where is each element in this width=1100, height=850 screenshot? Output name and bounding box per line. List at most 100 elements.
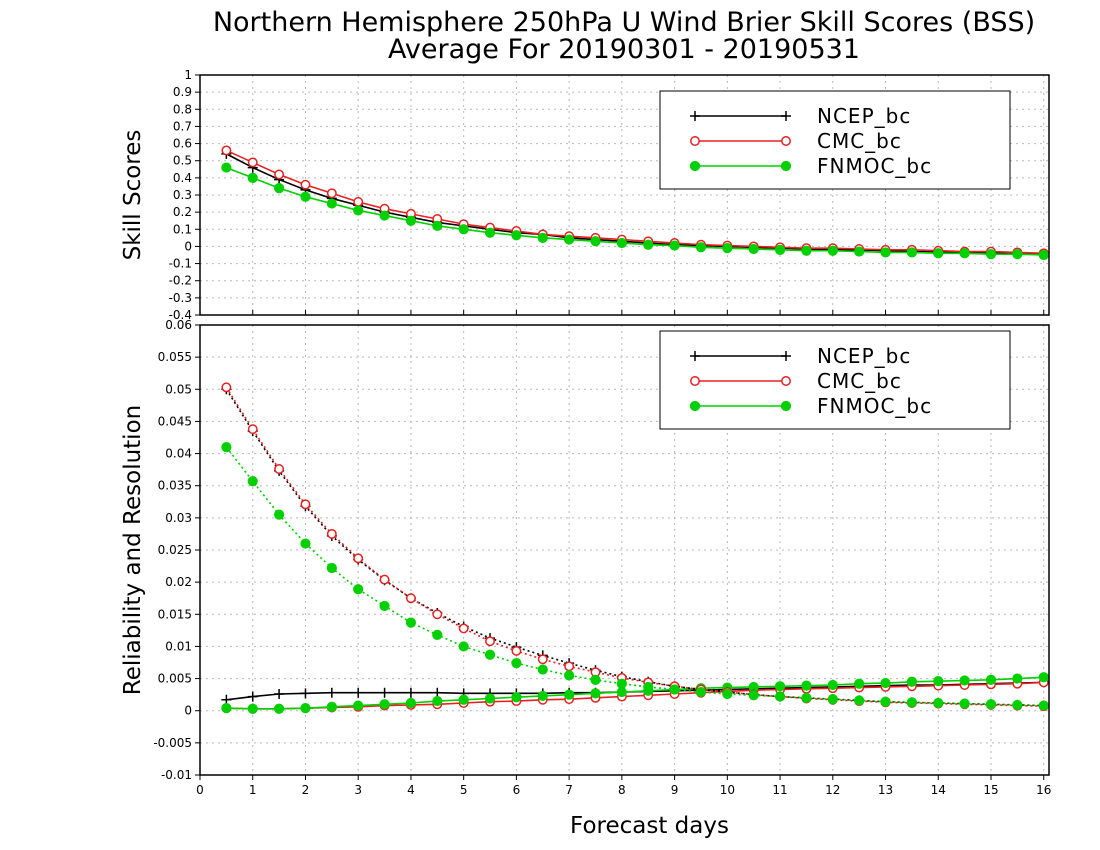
x-tick-label: 6: [513, 783, 521, 797]
legend-marker: [781, 111, 791, 121]
legend-marker: [689, 160, 701, 172]
reliability-resolution-panel: -0.01 -0.005 0 0.005 0.01 0.015 0.02 0.025 0.03 0…: [120, 318, 1051, 839]
y-tick-label: 0.2: [173, 205, 192, 219]
data-point: [827, 245, 838, 256]
data-point: [247, 172, 258, 183]
data-point: [484, 649, 496, 660]
data-point: [300, 538, 311, 549]
data-point: [221, 442, 232, 453]
y-tick-label: -0.3: [169, 291, 192, 305]
legend-marker: [780, 400, 792, 412]
data-point: [379, 699, 390, 710]
data-point: [537, 690, 548, 702]
data-point: [985, 249, 997, 260]
y-tick-label: 0.9: [173, 85, 192, 99]
data-point: [405, 697, 417, 709]
data-point: [695, 686, 707, 698]
y-tick-label: 0.8: [173, 102, 192, 116]
data-point: [933, 248, 944, 259]
series-CMC_bc-reliability: [221, 677, 1049, 714]
x-tick-label: 5: [460, 783, 468, 797]
plot-frame: [199, 74, 1050, 316]
data-point: [959, 698, 970, 709]
y-tick-label: -0.1: [169, 257, 192, 271]
data-point: [405, 593, 416, 604]
data-point: [801, 680, 812, 691]
legend-label: FNMOC_bc: [817, 394, 932, 418]
data-point: [432, 220, 443, 231]
x-tick-label: 7: [565, 783, 573, 797]
data-point: [1012, 673, 1023, 684]
data-point: [274, 689, 285, 699]
data-point: [880, 677, 891, 689]
data-point: [748, 690, 759, 701]
y-tick-label: 0.005: [158, 672, 192, 686]
y-tick-label: 0.02: [165, 575, 192, 589]
x-tick-label: 16: [1036, 783, 1051, 797]
x-tick-label: 9: [671, 783, 679, 797]
data-point: [616, 678, 627, 689]
data-point: [326, 701, 337, 712]
data-point: [985, 699, 997, 710]
y-axis-label: Skill Scores: [120, 130, 146, 261]
data-point: [353, 553, 364, 564]
data-point: [300, 688, 311, 699]
y-tick-label: 0: [184, 239, 192, 253]
legend-label: NCEP_bc: [817, 344, 911, 368]
data-point: [880, 696, 891, 707]
data-point: [221, 145, 232, 156]
x-tick-label: 0: [196, 783, 204, 797]
legend-item-FNMOC_bc: FNMOC_bc: [689, 154, 932, 178]
legend-label: CMC_bc: [817, 369, 902, 393]
data-point: [1012, 699, 1023, 711]
data-point: [722, 688, 733, 700]
data-point: [511, 658, 522, 669]
data-point: [247, 476, 258, 487]
y-tick-label: -0.4: [169, 308, 192, 322]
y-tick-label: 0.03: [165, 511, 192, 525]
y-tick-label: 0: [184, 704, 192, 718]
x-tick-label: 14: [931, 783, 946, 797]
y-tick-label: 0.06: [165, 318, 192, 332]
legend-marker: [689, 400, 701, 412]
data-point: [326, 188, 337, 199]
y-tick-label: 0.015: [158, 607, 192, 621]
data-point: [564, 689, 575, 700]
data-point: [326, 528, 337, 539]
data-point: [906, 676, 917, 687]
data-point: [564, 234, 575, 245]
y-tick-label: 0.3: [173, 188, 192, 202]
data-point: [353, 196, 364, 207]
data-point: [722, 243, 733, 254]
legend-item-FNMOC_bc: FNMOC_bc: [689, 394, 932, 418]
data-point: [353, 687, 364, 698]
legend-label: FNMOC_bc: [817, 154, 932, 178]
legend-marker: [690, 376, 700, 386]
x-tick-label: 4: [407, 783, 415, 797]
legend-label: NCEP_bc: [817, 104, 911, 128]
data-point: [379, 600, 390, 612]
data-point: [959, 675, 970, 686]
data-point: [274, 464, 285, 474]
legend-item-CMC_bc: CMC_bc: [690, 129, 902, 153]
data-point: [247, 703, 258, 714]
y-tick-label: 0.04: [165, 447, 192, 461]
x-tick-label: 11: [772, 783, 787, 797]
data-point: [774, 244, 786, 255]
data-point: [590, 236, 601, 247]
data-point: [326, 687, 337, 698]
legend-box: [659, 330, 1011, 430]
y-tick-label: 0.7: [173, 119, 192, 133]
series-CMC_bc-resolution: [221, 382, 1049, 712]
plot-frame: [199, 324, 1050, 776]
data-point: [405, 215, 417, 226]
y-axis-label: Reliability and Resolution: [120, 405, 146, 695]
data-point: [1038, 672, 1049, 683]
x-tick-label: 3: [354, 783, 362, 797]
legend-label: CMC_bc: [817, 129, 902, 153]
data-point: [801, 692, 812, 703]
legend-marker: [781, 376, 791, 386]
y-tick-label: 0.045: [158, 414, 192, 428]
data-point: [458, 694, 469, 705]
